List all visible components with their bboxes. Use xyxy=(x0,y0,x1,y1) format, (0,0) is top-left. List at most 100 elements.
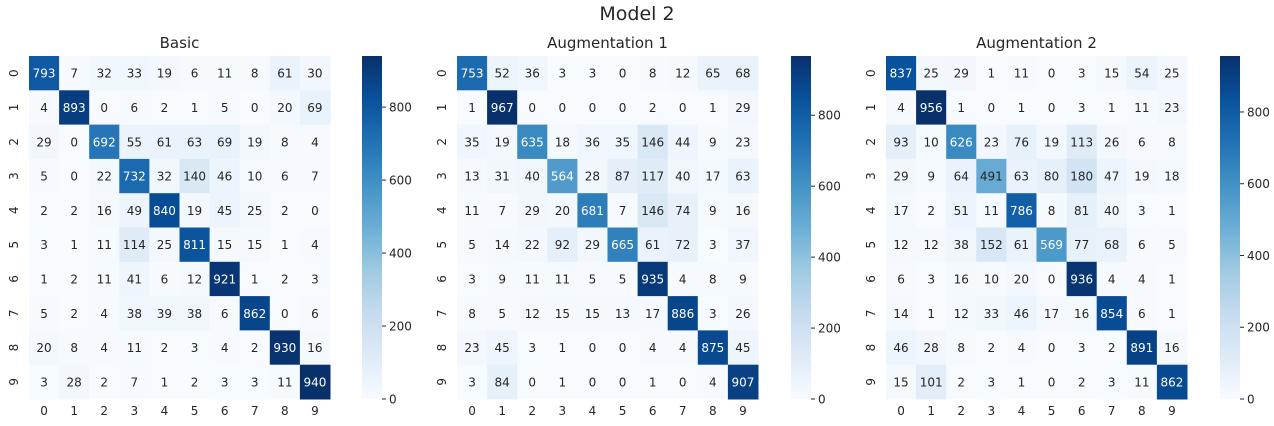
x-tick-label: 7 xyxy=(679,404,687,418)
heatmap-cell xyxy=(697,296,729,331)
x-tick-label: 2 xyxy=(528,404,536,418)
y-tick-label: 7 xyxy=(435,309,449,317)
heatmap-cell xyxy=(916,90,947,126)
cell-value-label: 635 xyxy=(521,135,544,149)
y-tick-label: 2 xyxy=(7,138,21,146)
cell-value-label: 3 xyxy=(468,272,476,286)
heatmap-cell xyxy=(547,158,578,194)
x-tick-label: 2 xyxy=(957,404,965,418)
heatmap-cell xyxy=(1036,158,1068,194)
heatmap-cell xyxy=(946,124,977,160)
heatmap-cell xyxy=(59,90,90,126)
heatmap-cell xyxy=(946,90,977,126)
cell-value-label: 8 xyxy=(468,307,476,321)
panel-title: Augmentation 2 xyxy=(976,34,1097,52)
heatmap-cell xyxy=(946,261,977,297)
heatmap-cell xyxy=(697,227,729,263)
heatmap-cell xyxy=(886,193,917,228)
heatmap-cell xyxy=(697,124,729,160)
heatmap-cell xyxy=(29,90,60,126)
cell-value-label: 65 xyxy=(705,67,720,81)
cell-value-label: 569 xyxy=(1040,238,1063,252)
cell-value-label: 9 xyxy=(709,135,717,149)
cell-value-label: 15 xyxy=(555,307,570,321)
heatmap-cell xyxy=(209,227,241,263)
heatmap-cell xyxy=(517,90,548,126)
cell-value-label: 13 xyxy=(464,170,479,184)
cell-value-label: 7 xyxy=(311,170,319,184)
heatmap-cell xyxy=(239,56,271,91)
colorbar xyxy=(791,56,811,399)
heatmap-cell xyxy=(517,193,548,228)
cell-value-label: 11 xyxy=(984,204,999,218)
cell-value-label: 4 xyxy=(311,238,319,252)
heatmap-cell xyxy=(517,296,548,331)
cell-value-label: 9 xyxy=(498,272,506,286)
cell-value-label: 41 xyxy=(127,272,142,286)
heatmap-cell xyxy=(487,296,518,331)
cell-value-label: 13 xyxy=(615,307,630,321)
cell-value-label: 49 xyxy=(127,204,142,218)
heatmap-cell xyxy=(697,90,729,126)
cell-value-label: 45 xyxy=(495,341,510,355)
heatmap-cell xyxy=(1006,193,1037,228)
cell-value-label: 23 xyxy=(464,341,479,355)
cell-value-label: 63 xyxy=(1014,170,1029,184)
cell-value-label: 16 xyxy=(954,272,969,286)
y-tick-label: 5 xyxy=(435,241,449,249)
cell-value-label: 4 xyxy=(1138,272,1146,286)
colorbar-tick-label: 0 xyxy=(818,393,826,407)
heatmap-cell xyxy=(149,364,180,400)
cell-value-label: 2 xyxy=(988,341,996,355)
cell-value-label: 921 xyxy=(213,272,236,286)
y-tick-label: 3 xyxy=(435,172,449,180)
heatmap-cell xyxy=(886,227,917,263)
heatmap-cell xyxy=(577,90,608,126)
cell-value-label: 19 xyxy=(157,67,172,81)
heatmap-cell xyxy=(946,227,977,263)
cell-value-label: 1 xyxy=(70,238,78,252)
y-tick-label: 8 xyxy=(7,344,21,352)
figure-title: Model 2 xyxy=(599,3,675,25)
cell-value-label: 2 xyxy=(251,341,259,355)
cell-value-label: 0 xyxy=(619,375,627,389)
cell-value-label: 0 xyxy=(1048,67,1056,81)
cell-value-label: 491 xyxy=(980,170,1003,184)
cell-value-label: 967 xyxy=(491,101,514,115)
cell-value-label: 2 xyxy=(70,272,78,286)
cell-value-label: 0 xyxy=(619,67,627,81)
heatmap-cell xyxy=(607,227,639,263)
cell-value-label: 862 xyxy=(243,307,266,321)
x-tick-label: 9 xyxy=(311,404,319,418)
heatmap-cell xyxy=(607,364,639,400)
cell-value-label: 2 xyxy=(161,101,169,115)
cell-value-label: 1 xyxy=(559,375,567,389)
heatmap-cell xyxy=(269,227,301,263)
heatmap-cell xyxy=(299,261,331,297)
heatmap-cell xyxy=(637,193,669,228)
cell-value-label: 29 xyxy=(954,67,969,81)
cell-value-label: 1 xyxy=(1168,307,1176,321)
cell-value-label: 146 xyxy=(641,204,664,218)
y-tick-label: 5 xyxy=(864,241,878,249)
colorbar xyxy=(362,56,382,399)
heatmap-cell xyxy=(239,90,271,126)
heatmap-cell xyxy=(179,193,211,228)
cell-value-label: 1 xyxy=(161,375,169,389)
cell-value-label: 811 xyxy=(183,238,206,252)
cell-value-label: 0 xyxy=(528,375,536,389)
heatmap-cell xyxy=(946,330,977,366)
cell-value-label: 81 xyxy=(1074,204,1089,218)
x-tick-label: 0 xyxy=(897,404,905,418)
heatmap-cell xyxy=(179,124,211,160)
heatmap-cell xyxy=(239,364,271,400)
cell-value-label: 692 xyxy=(93,135,116,149)
cell-value-label: 3 xyxy=(1078,341,1086,355)
heatmap-cell xyxy=(1006,158,1037,194)
heatmap-cell xyxy=(886,124,917,160)
y-tick-label: 0 xyxy=(864,69,878,77)
heatmap-cell xyxy=(29,158,60,194)
heatmap-cell xyxy=(209,158,241,194)
cell-value-label: 0 xyxy=(589,341,597,355)
heatmap-cell xyxy=(1096,56,1128,91)
